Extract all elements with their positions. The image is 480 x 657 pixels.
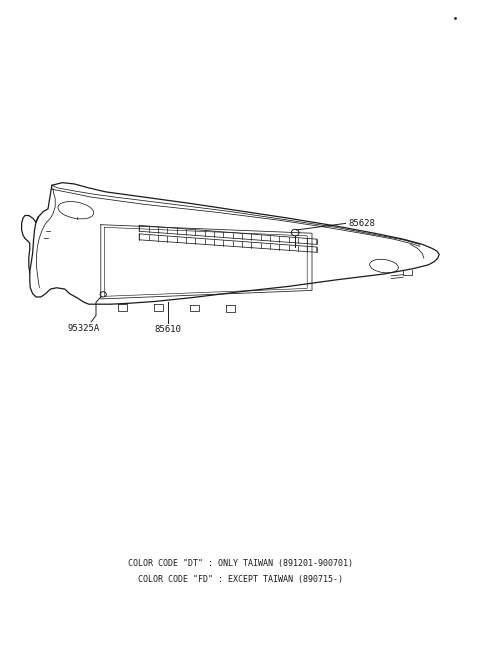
Text: COLOR CODE "FD" : EXCEPT TAIWAN (890715-): COLOR CODE "FD" : EXCEPT TAIWAN (890715-… [137, 575, 343, 584]
Text: 95325A: 95325A [68, 324, 100, 333]
Text: COLOR CODE "DT" : ONLY TAIWAN (891201-900701): COLOR CODE "DT" : ONLY TAIWAN (891201-90… [128, 559, 352, 568]
Text: 85610: 85610 [155, 325, 181, 334]
Text: 85628: 85628 [348, 219, 375, 228]
